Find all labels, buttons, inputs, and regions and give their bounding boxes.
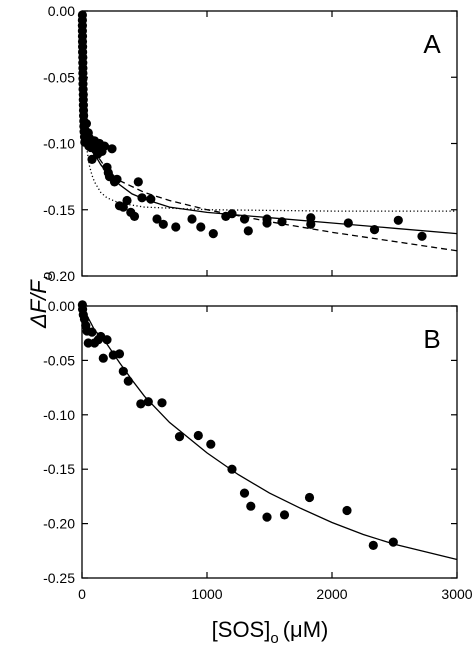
plot-frame-a [81, 10, 458, 277]
x-tick-label-b: 3000 [441, 586, 472, 602]
data-point-b [206, 439, 216, 449]
data-point-b [368, 540, 378, 551]
data-point-a [171, 222, 181, 232]
panel-b: 0.00 -0.05 -0.10 -0.15 -0.20 -0.250 1000 2000 30… [43, 298, 473, 602]
plot-frame-b [81, 305, 458, 579]
data-point-a [129, 211, 140, 221]
data-point-b [98, 353, 108, 363]
data-point-a [369, 225, 380, 235]
y-tick-label-a: 0.00 [48, 3, 75, 19]
data-point-a [81, 119, 91, 129]
y-tick-label-b: 0.00 [48, 298, 75, 314]
data-point-b [114, 349, 125, 359]
data-point-b [118, 366, 128, 376]
data-point-b [342, 505, 352, 516]
panel-a: 0.00 -0.05 -0.10 -0.15 -0.20 A [43, 3, 458, 284]
x-axis-title: [SOS]o (μM) [212, 617, 329, 647]
y-tick-label-b: -0.15 [43, 461, 75, 477]
panel-label-b: B [423, 324, 440, 354]
y-tick-label-a: -0.15 [43, 202, 75, 218]
data-point-b [123, 376, 133, 386]
y-tick-label-b: -0.20 [43, 516, 75, 532]
data-point-a [146, 194, 156, 204]
y-tick-label-a: -0.20 [43, 268, 75, 284]
data-point-a [417, 231, 427, 241]
y-axis-title: ΔF/Fo [26, 272, 56, 329]
data-point-a [196, 222, 206, 232]
data-point-a [306, 219, 316, 229]
data-point-a [306, 213, 316, 223]
data-point-a [243, 226, 253, 236]
x-tick-label-b: 1000 [191, 586, 222, 602]
data-point-a [152, 214, 162, 224]
data-point-a [158, 219, 168, 229]
fit-curve-solid-b [81, 305, 458, 561]
data-point-a [393, 215, 403, 225]
y-tick-label-a: -0.10 [43, 136, 75, 152]
data-point-a [122, 195, 132, 206]
data-point-b [193, 430, 203, 441]
x-tick-label-b: 0 [78, 586, 86, 602]
x-axis-title-main: [SOS] [212, 617, 271, 642]
y-tick-label-b: -0.25 [43, 570, 75, 586]
data-point-a [239, 214, 250, 224]
y-axis-title-sub: o [39, 272, 56, 280]
data-point-b [157, 398, 167, 408]
y-axis-title-main: ΔF/F [26, 279, 51, 329]
data-point-b [143, 397, 153, 407]
data-point-b [262, 512, 272, 522]
data-point-b [304, 492, 315, 503]
data-point-a [137, 193, 147, 203]
y-tick-label-b: -0.05 [43, 352, 75, 368]
data-point-a [262, 218, 272, 228]
data-point-a [133, 177, 143, 187]
data-point-b [246, 501, 256, 511]
data-point-a [227, 209, 237, 219]
data-point-b [87, 327, 97, 337]
data-point-a [208, 229, 218, 239]
data-point-a [99, 141, 110, 151]
data-point-a [343, 218, 353, 228]
data-point-b [279, 510, 290, 520]
data-point-a [277, 217, 287, 227]
data-point-b [102, 335, 112, 345]
data-point-b [174, 432, 185, 442]
x-tick-label-b: 2000 [316, 586, 347, 602]
y-tick-label-a: -0.05 [43, 69, 75, 85]
data-point-b [227, 464, 237, 474]
data-point-b [239, 488, 250, 498]
x-axis-title-sub: o [270, 630, 278, 647]
y-tick-label-b: -0.10 [43, 407, 75, 423]
panel-label-a: A [423, 29, 441, 59]
x-axis-title-unit: (μM) [283, 617, 329, 642]
data-point-a [187, 214, 197, 224]
data-point-b [388, 537, 398, 547]
data-point-a [107, 144, 117, 154]
data-point-b [136, 399, 146, 409]
data-point-a [112, 174, 122, 184]
